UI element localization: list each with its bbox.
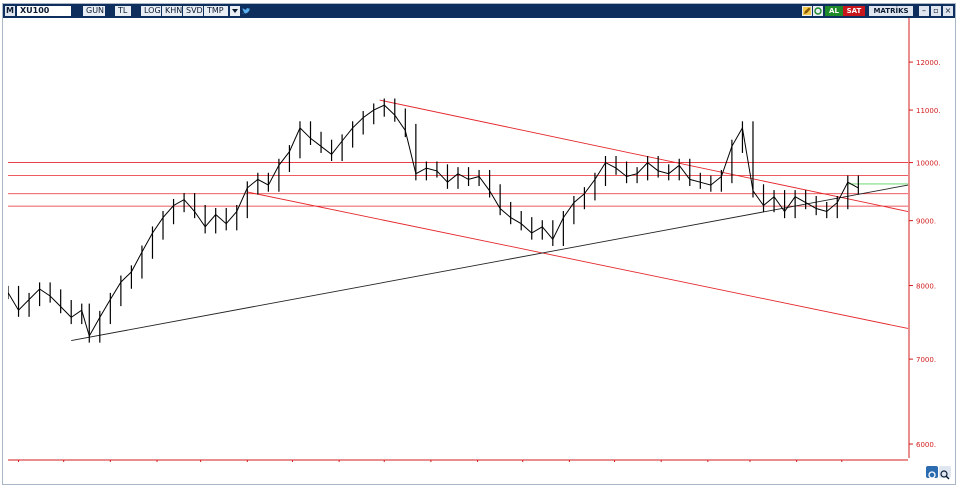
price-line [7, 104, 859, 338]
currency-selector[interactable]: TL [115, 6, 131, 16]
close-icon[interactable]: × [943, 6, 953, 16]
svd-toggle[interactable]: SVD [183, 6, 203, 16]
y-tick-label: 7000. [916, 356, 936, 364]
trendline [71, 184, 909, 341]
chart-toolbar: M XU100 GUN TL LOG KHN SVD TMP AL SAT MA… [3, 4, 955, 18]
symbol-input[interactable]: XU100 [17, 6, 71, 16]
chart-window [2, 3, 956, 485]
trendline [379, 99, 909, 212]
buy-button[interactable]: AL [825, 6, 843, 16]
log-scale-toggle[interactable]: LOG [141, 6, 161, 16]
twitter-icon[interactable] [241, 6, 251, 16]
y-tick-label: 8000. [916, 283, 936, 291]
trendline [247, 191, 909, 329]
y-tick-label: 11000. [916, 107, 941, 115]
restore-icon[interactable]: ▫ [931, 6, 941, 16]
minimize-icon[interactable]: – [919, 6, 929, 16]
tmp-toggle[interactable]: TMP [204, 6, 228, 16]
sell-button[interactable]: SAT [843, 6, 865, 16]
y-tick-label: 9000. [916, 218, 936, 226]
zoom-icon[interactable] [939, 466, 951, 480]
refresh-icon[interactable] [813, 6, 823, 16]
chart-area[interactable]: 6000.7000.8000.9000.10000.11000.12000.Ka… [7, 18, 954, 472]
y-tick-label: 10000. [916, 160, 941, 168]
period-selector[interactable]: GUN [83, 6, 105, 16]
chart-menu-button[interactable]: M [5, 6, 15, 16]
settings-icon[interactable] [926, 466, 938, 479]
pencil-icon[interactable] [802, 6, 812, 16]
y-tick-label: 6000. [916, 441, 936, 449]
chevron-down-icon[interactable] [230, 6, 240, 16]
price-chart[interactable]: 6000.7000.8000.9000.10000.11000.12000.Ka… [7, 18, 954, 472]
y-tick-label: 12000. [916, 59, 941, 67]
khn-toggle[interactable]: KHN [162, 6, 182, 16]
matriks-logo: MATRİKS [869, 6, 913, 16]
